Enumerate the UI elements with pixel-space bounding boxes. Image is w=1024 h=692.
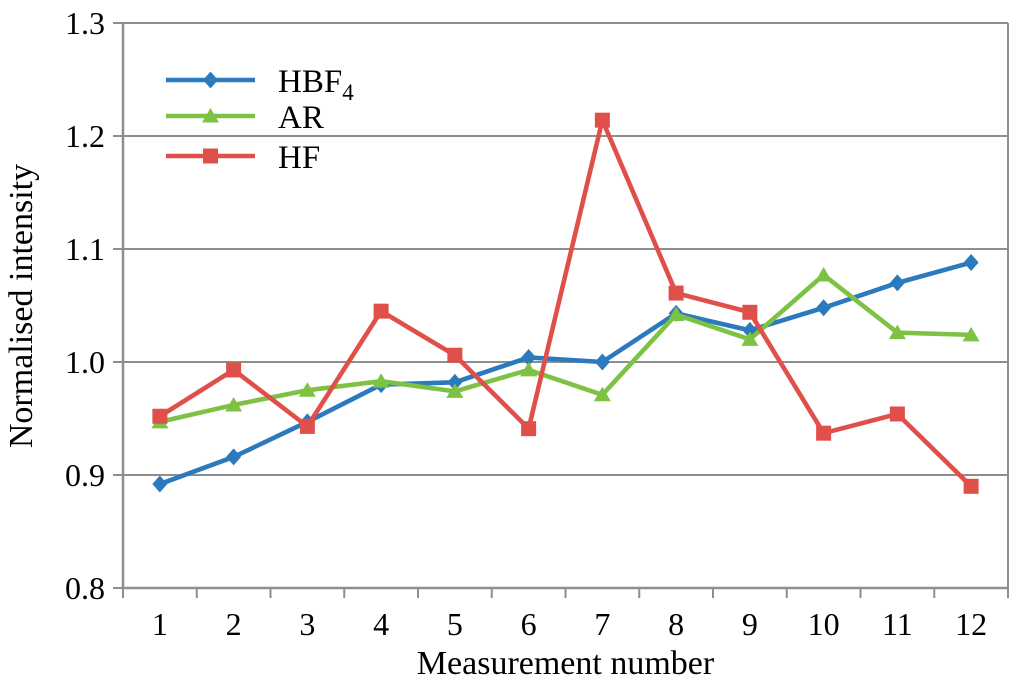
x-tick-label-2: 2	[226, 606, 242, 642]
legend-item-HBF4: HBF4	[166, 64, 354, 105]
series-AR-line	[157, 272, 974, 425]
series-AR-marker-3	[298, 382, 316, 397]
x-tick-label-8: 8	[668, 606, 684, 642]
series-HBF4-marker-5	[447, 373, 463, 391]
series-HBF4-marker-7	[594, 353, 610, 371]
legend-marker-HF	[203, 148, 218, 164]
y-tick-label-0.9: 0.9	[65, 457, 105, 493]
series-AR-marker-5	[446, 383, 464, 398]
y-tick-label-1.2: 1.2	[65, 118, 105, 154]
series-HBF4-marker-2	[226, 448, 242, 466]
series-HBF4	[152, 254, 979, 493]
y-tick-label-1.0: 1.0	[65, 344, 105, 380]
series-AR-marker-12	[962, 326, 980, 342]
series-HF-marker-7	[594, 112, 610, 128]
series-AR-marker-2	[225, 396, 243, 412]
legend-label-AR: AR	[278, 100, 324, 136]
series-HBF4-marker-6	[521, 348, 537, 366]
y-tick-label-0.8: 0.8	[65, 570, 105, 606]
series-HF-marker-6	[521, 421, 537, 437]
series-HF-marker-8	[668, 285, 684, 301]
x-tick-label-3: 3	[299, 606, 315, 642]
legend-marker-HBF4	[203, 71, 218, 89]
series-AR-marker-6	[520, 361, 538, 377]
x-tick-label-1: 1	[152, 606, 168, 642]
series-AR-marker-8	[667, 306, 685, 322]
x-tick-label-5: 5	[447, 606, 463, 642]
series-HF-marker-10	[816, 425, 832, 441]
x-tick-label-7: 7	[594, 606, 610, 642]
series-HBF4-marker-11	[889, 274, 905, 292]
legend-label-HF: HF	[278, 140, 320, 176]
series-AR-marker-11	[888, 324, 906, 340]
x-tick-label-9: 9	[742, 606, 758, 642]
series-AR-marker-10	[815, 266, 833, 282]
legend-label-HBF4: HBF4	[278, 64, 354, 105]
series-HBF4-line	[157, 260, 974, 487]
y-axis-title: Normalised intensity	[3, 164, 40, 448]
series-HF-marker-12	[963, 478, 979, 494]
x-tick-label-6: 6	[521, 606, 537, 642]
series-AR-marker-9	[741, 331, 759, 346]
series-HF	[152, 112, 979, 494]
series-HBF4-marker-1	[152, 475, 168, 493]
series-HF-marker-5	[447, 347, 463, 363]
series-AR-marker-4	[372, 373, 390, 388]
legend-item-HF: HF	[166, 140, 320, 176]
legend-item-AR: AR	[166, 100, 324, 136]
series-HBF4-marker-10	[816, 299, 832, 317]
x-tick-label-12: 12	[955, 606, 987, 642]
x-tick-label-4: 4	[373, 606, 389, 642]
x-tick-label-11: 11	[882, 606, 913, 642]
series-AR-marker-7	[593, 386, 611, 402]
series-HF-marker-4	[373, 303, 389, 319]
series-HBF4-marker-12	[963, 254, 979, 272]
series-HF-marker-11	[889, 406, 905, 422]
axes: 0.80.91.01.11.21.31 2 3 4 5 6 7 8 9 10 11 12	[65, 5, 1009, 642]
series-HF-marker-2	[226, 362, 242, 378]
legend-marker-AR	[202, 108, 219, 123]
series-HF-marker-9	[742, 304, 758, 320]
x-axis-title: Measurement number	[417, 645, 715, 682]
y-tick-label-1.3: 1.3	[65, 5, 105, 41]
y-tick-label-1.1: 1.1	[65, 231, 105, 267]
series-HF-marker-3	[299, 418, 315, 434]
x-tick-label-10: 10	[808, 606, 840, 642]
series-HF-line	[157, 117, 974, 489]
series-HF-marker-1	[152, 408, 168, 424]
